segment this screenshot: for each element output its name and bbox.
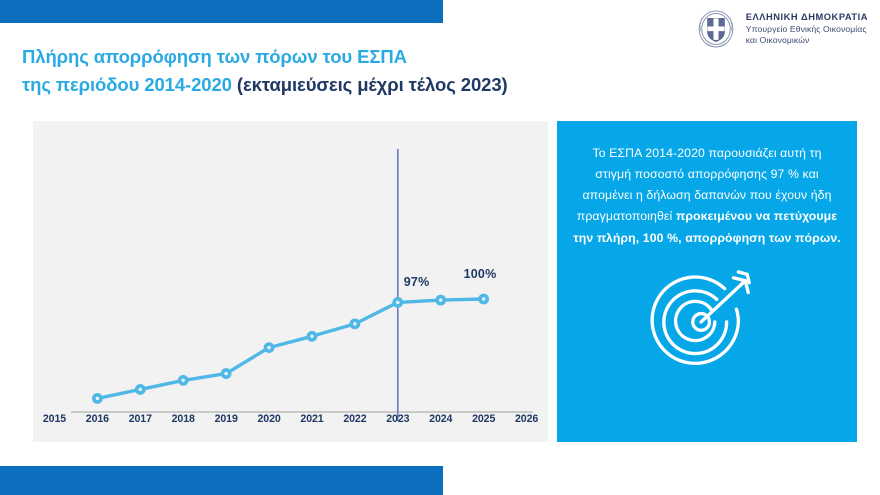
data-label-100: 100% [463, 267, 497, 281]
x-tick-2024: 2024 [429, 413, 453, 425]
series-line [95, 297, 486, 401]
x-tick-2016: 2016 [85, 413, 109, 425]
target-arrow-icon [650, 269, 751, 365]
x-tick-2023: 2023 [386, 413, 410, 425]
x-tick-2025: 2025 [472, 413, 496, 425]
x-axis-tick-labels: 2015 2016 2017 2018 2019 2020 2021 2022 2023 2024… [33, 413, 548, 437]
x-tick-2015: 2015 [42, 413, 67, 425]
data-point-core-2025 [481, 297, 486, 301]
logo-text-block: ΕΛΛΗΝΙΚΗ ΔΗΜΟΚΡΑΤΙΑ Υπουργείο Εθνικής Οι… [746, 12, 868, 46]
title-line-2-note: (εκταμιεύσεις μέχρι τέλος 2023) [236, 74, 508, 96]
ministry-name-line-1: Υπουργείο Εθνικής Οικονομίας [745, 23, 867, 34]
data-point-core-2017 [138, 387, 142, 392]
title-line-2-period: της περιόδου 2014-2020 [22, 74, 237, 96]
info-panel-text: Το ΕΣΠΑ 2014-2020 παρουσιάζει αυτή τη στ… [573, 143, 841, 249]
data-point-core-2021 [310, 334, 314, 338]
series-markers [91, 293, 490, 404]
slide-title: Πλήρης απορρόφηση των πόρων του ΕΣΠΑ της… [22, 43, 508, 99]
data-point-core-2020 [267, 345, 271, 350]
top-accent-bar [0, 0, 443, 23]
x-tick-2017: 2017 [128, 413, 152, 425]
greek-republic-coat-of-arms-icon [698, 10, 734, 48]
title-line-2: της περιόδου 2014-2020 (εκταμιεύσεις μέχ… [22, 71, 508, 99]
x-tick-2020: 2020 [257, 413, 281, 425]
info-text-regular: Το ΕΣΠΑ 2014-2020 παρουσιάζει αυτή τη στ… [576, 146, 832, 224]
data-point-core-2023 [396, 300, 400, 305]
absorption-line-chart: 97% 100% 2015 2016 2017 2018 2019 2020 2021 202… [33, 121, 548, 442]
x-tick-2026: 2026 [515, 413, 539, 425]
x-tick-2022: 2022 [343, 413, 367, 425]
info-text-bold: προκειμένου να πετύχουμε την πλήρη, 100 … [573, 209, 841, 245]
x-tick-2018: 2018 [171, 413, 195, 425]
ministry-name-line-2: και Οικονομικών [745, 34, 810, 45]
data-point-core-2022 [353, 322, 357, 326]
government-logo: ΕΛΛΗΝΙΚΗ ΔΗΜΟΚΡΑΤΙΑ Υπουργείο Εθνικής Οι… [695, 8, 868, 50]
data-point-core-2019 [224, 371, 228, 376]
organization-name: ΕΛΛΗΝΙΚΗ ΔΗΜΟΚΡΑΤΙΑ [745, 12, 868, 23]
title-line-1: Πλήρης απορρόφηση των πόρων του ΕΣΠΑ [22, 46, 407, 67]
bottom-accent-bar [0, 466, 443, 495]
data-point-core-2018 [181, 378, 185, 383]
x-tick-2021: 2021 [300, 413, 324, 425]
info-panel: Το ΕΣΠΑ 2014-2020 παρουσιάζει αυτή τη στ… [557, 121, 857, 442]
data-label-97: 97% [403, 275, 430, 290]
chart-plot-area [71, 149, 533, 421]
x-tick-2019: 2019 [214, 413, 238, 425]
data-point-core-2016 [95, 396, 100, 401]
data-point-core-2024 [439, 298, 443, 302]
